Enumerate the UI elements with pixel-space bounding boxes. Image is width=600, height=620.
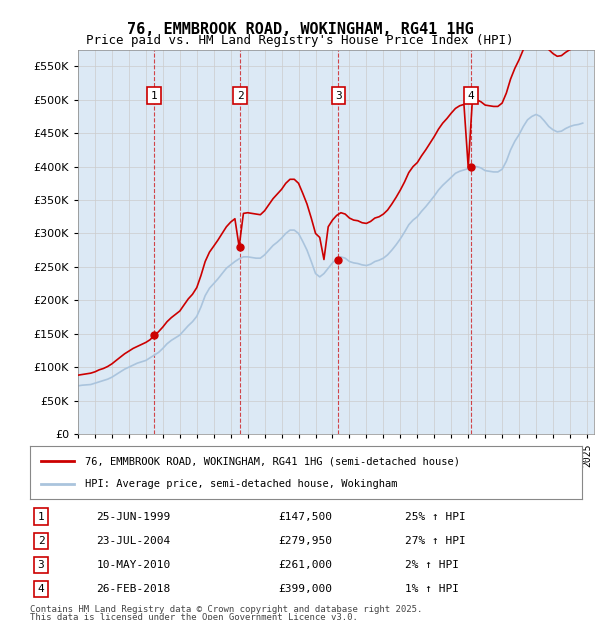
Text: 76, EMMBROOK ROAD, WOKINGHAM, RG41 1HG (semi-detached house): 76, EMMBROOK ROAD, WOKINGHAM, RG41 1HG (… — [85, 456, 460, 466]
Text: 4: 4 — [467, 91, 474, 100]
Text: Price paid vs. HM Land Registry's House Price Index (HPI): Price paid vs. HM Land Registry's House … — [86, 34, 514, 47]
Text: 2: 2 — [38, 536, 44, 546]
Text: 1: 1 — [151, 91, 157, 100]
Text: £279,950: £279,950 — [278, 536, 332, 546]
Text: 2% ↑ HPI: 2% ↑ HPI — [406, 560, 460, 570]
Text: 3: 3 — [38, 560, 44, 570]
Text: 4: 4 — [38, 584, 44, 594]
Text: Contains HM Land Registry data © Crown copyright and database right 2025.: Contains HM Land Registry data © Crown c… — [30, 604, 422, 614]
Text: 1% ↑ HPI: 1% ↑ HPI — [406, 584, 460, 594]
Text: £147,500: £147,500 — [278, 512, 332, 522]
Text: £261,000: £261,000 — [278, 560, 332, 570]
Text: This data is licensed under the Open Government Licence v3.0.: This data is licensed under the Open Gov… — [30, 613, 358, 620]
Text: 23-JUL-2004: 23-JUL-2004 — [96, 536, 170, 546]
Text: 26-FEB-2018: 26-FEB-2018 — [96, 584, 170, 594]
Text: 3: 3 — [335, 91, 342, 100]
Text: 10-MAY-2010: 10-MAY-2010 — [96, 560, 170, 570]
Text: 25% ↑ HPI: 25% ↑ HPI — [406, 512, 466, 522]
Text: 25-JUN-1999: 25-JUN-1999 — [96, 512, 170, 522]
Text: 2: 2 — [237, 91, 244, 100]
Text: 27% ↑ HPI: 27% ↑ HPI — [406, 536, 466, 546]
Text: 1: 1 — [38, 512, 44, 522]
Text: 76, EMMBROOK ROAD, WOKINGHAM, RG41 1HG: 76, EMMBROOK ROAD, WOKINGHAM, RG41 1HG — [127, 22, 473, 37]
Text: HPI: Average price, semi-detached house, Wokingham: HPI: Average price, semi-detached house,… — [85, 479, 398, 489]
Text: £399,000: £399,000 — [278, 584, 332, 594]
